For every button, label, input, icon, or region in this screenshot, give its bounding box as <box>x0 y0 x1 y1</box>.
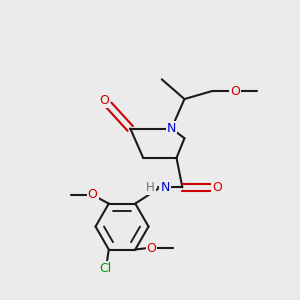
Text: O: O <box>88 188 98 201</box>
Text: H: H <box>146 181 155 194</box>
Text: N: N <box>160 181 170 194</box>
Text: O: O <box>99 94 109 107</box>
Text: O: O <box>146 242 156 254</box>
Text: N: N <box>167 122 176 135</box>
Text: O: O <box>230 85 240 98</box>
Text: Cl: Cl <box>100 262 112 275</box>
Text: O: O <box>212 181 222 194</box>
